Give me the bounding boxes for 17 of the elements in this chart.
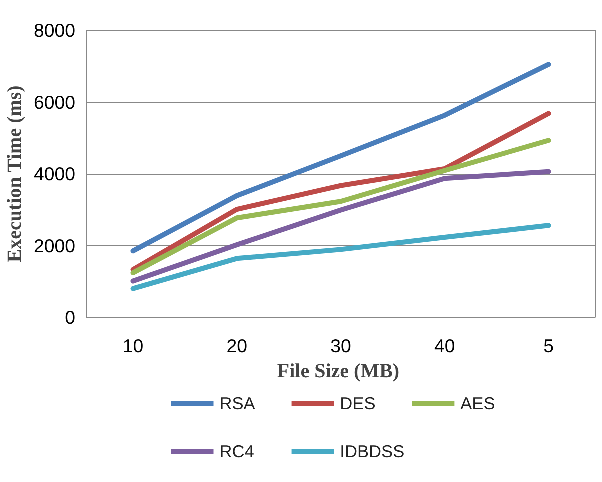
legend-label: AES (460, 394, 496, 414)
y-tick-label: 4000 (34, 164, 76, 184)
legend-label: RC4 (220, 442, 255, 462)
legend-label: RSA (220, 394, 256, 414)
x-tick-label: 30 (330, 336, 352, 356)
y-axis-title: Execution Time (ms) (4, 86, 26, 263)
x-tick-label: 20 (226, 336, 248, 356)
legend-label: DES (340, 394, 376, 414)
legend-label: IDBDSS (340, 442, 405, 462)
y-tick-label: 6000 (34, 92, 76, 113)
x-tick-label: 10 (122, 336, 144, 356)
y-tick-label: 0 (65, 307, 76, 328)
y-tick-label: 2000 (34, 235, 76, 256)
x-axis-title: File Size (MB) (277, 360, 400, 382)
x-tick-label: 40 (434, 336, 456, 356)
y-tick-label: 8000 (34, 20, 76, 41)
x-tick-label: 5 (544, 336, 554, 356)
